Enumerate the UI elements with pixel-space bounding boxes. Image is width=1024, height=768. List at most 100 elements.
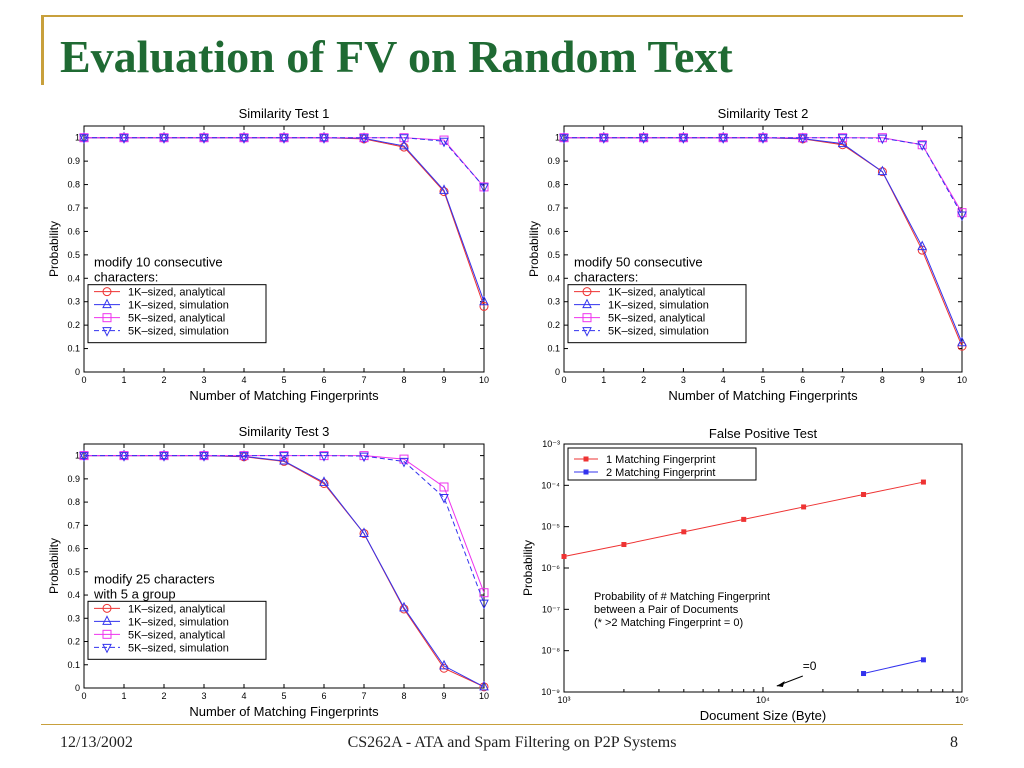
y-tick-label: 0.6 <box>547 226 560 236</box>
data-point <box>119 449 129 460</box>
data-point <box>359 527 369 537</box>
data-point <box>199 452 209 462</box>
x-tick-label: 2 <box>161 691 166 701</box>
data-point <box>159 134 169 144</box>
data-point <box>861 671 867 677</box>
x-tick-label: 1 <box>601 375 606 385</box>
data-point <box>439 493 449 504</box>
y-tick-label: 0.5 <box>547 250 560 260</box>
y-tick-label: 0 <box>75 367 80 377</box>
legend-marker <box>102 287 112 297</box>
legend-label: 5K–sized, analytical <box>128 629 225 641</box>
annotation-text: Probability of # Matching Fingerprint <box>594 591 770 603</box>
legend-label: 5K–sized, simulation <box>128 326 229 338</box>
annotation-text: characters: <box>94 270 158 285</box>
legend-marker <box>102 629 112 639</box>
y-tick-label: 0.4 <box>547 273 560 283</box>
legend-label: 1K–sized, analytical <box>608 287 705 299</box>
legend-box <box>567 447 757 481</box>
data-point <box>159 449 169 460</box>
data-point <box>439 482 449 492</box>
data-point <box>920 479 926 485</box>
data-point <box>917 141 928 151</box>
y-axis-label: Probability <box>47 538 61 594</box>
annotation-text: (* >2 Matching Fingerprint = 0) <box>594 617 743 629</box>
data-point <box>439 135 449 145</box>
data-point <box>279 456 289 466</box>
x-tick-label: 10 <box>957 375 967 385</box>
y-tick-label: 0.2 <box>67 637 80 647</box>
data-point <box>359 134 369 144</box>
x-tick-label: 1 <box>121 375 126 385</box>
y-axis-label: Probability <box>521 540 535 596</box>
data-point <box>319 479 329 489</box>
y-tick-label: 1 <box>75 451 80 461</box>
annotation-text: modify 50 consecutive <box>574 255 703 270</box>
y-tick-label: 1 <box>75 133 80 143</box>
data-point <box>741 516 747 522</box>
chart-panel-similarity-2: Similarity Test 2 0 1 2 3 4 5 6 7 8 9 10 0 0.1 0.2 0.3 0… <box>524 100 974 408</box>
data-point <box>917 240 928 251</box>
data-point <box>79 131 89 142</box>
data-point <box>681 529 687 535</box>
x-tick-label: 5 <box>281 691 286 701</box>
chart-panel-similarity-1: Similarity Test 1 0 1 2 3 4 5 6 7 8 9 10 0 0.1 0.2 0.3 0… <box>44 100 516 408</box>
y-tick-label: 10⁻⁸ <box>541 646 560 656</box>
y-tick-label: 0.2 <box>547 320 560 330</box>
x-tick-label: 10⁵ <box>955 695 969 705</box>
x-tick-label: 7 <box>361 691 366 701</box>
data-point <box>718 134 729 144</box>
legend-label: 1 Matching Fingerprint <box>606 454 715 466</box>
data-point <box>678 131 689 142</box>
chart-false-positive-test: False Positive Test 10³ 10⁴ 10⁵ 10⁻⁹ 10⁻⁸ 10⁻⁷… <box>521 426 969 723</box>
chart-similarity-test-1: Similarity Test 1 0 1 2 3 4 5 6 7 8 9 10 0 0.1 0.2 0.3 0… <box>47 106 489 403</box>
legend-marker <box>102 603 112 613</box>
x-tick-label: 0 <box>81 691 86 701</box>
x-tick-label: 10 <box>479 375 489 385</box>
x-axis-label: Number of Matching Fingerprints <box>189 388 379 403</box>
data-point <box>119 134 129 144</box>
y-tick-label: 0 <box>75 683 80 693</box>
legend-marker <box>583 469 589 475</box>
y-tick-label: 0.1 <box>547 344 560 354</box>
y-tick-label: 10⁻⁵ <box>542 522 561 532</box>
x-tick-label: 2 <box>161 375 166 385</box>
data-point <box>399 457 409 468</box>
legend-label: 5K–sized, analytical <box>608 313 705 325</box>
x-tick-label: 1 <box>121 691 126 701</box>
x-tick-label: 10³ <box>557 695 570 705</box>
x-tick-label: 5 <box>760 375 765 385</box>
data-point <box>79 134 89 144</box>
annotation-text: with 5 a group <box>93 586 176 601</box>
data-point <box>119 131 129 142</box>
y-tick-label: 0.7 <box>547 203 560 213</box>
annotation-text: modify 25 characters <box>94 571 215 586</box>
y-axis-label: Probability <box>527 221 541 277</box>
legend-label: 5K–sized, simulation <box>128 642 229 654</box>
data-point <box>399 139 409 150</box>
data-point <box>279 452 289 462</box>
y-tick-label: 0.7 <box>67 203 80 213</box>
legend-marker <box>582 298 592 309</box>
data-point <box>439 137 449 148</box>
data-point <box>561 553 567 559</box>
data-point <box>439 184 449 194</box>
y-tick-label: 0.8 <box>547 180 560 190</box>
data-point <box>479 183 489 194</box>
legend-label: 1K–sized, simulation <box>608 300 709 312</box>
y-tick-label: 0.3 <box>67 613 80 623</box>
data-point <box>319 476 329 486</box>
annotation-text: characters: <box>574 270 638 285</box>
legend-label: 1K–sized, analytical <box>128 603 225 615</box>
x-tick-label: 6 <box>321 375 326 385</box>
x-tick-label: 6 <box>800 375 805 385</box>
y-tick-label: 0.2 <box>67 320 80 330</box>
data-point <box>638 131 649 142</box>
x-tick-label: 10⁴ <box>756 695 770 705</box>
chart-title: Similarity Test 3 <box>239 424 330 439</box>
chart-similarity-test-3: Similarity Test 3 0 1 2 3 4 5 6 7 8 9 10 0 0.1 0.2 0.3 0… <box>47 424 489 719</box>
y-tick-label: 10⁻⁷ <box>542 604 560 614</box>
y-tick-label: 10⁻⁴ <box>541 480 560 490</box>
data-point <box>801 504 807 510</box>
data-point <box>319 134 329 144</box>
